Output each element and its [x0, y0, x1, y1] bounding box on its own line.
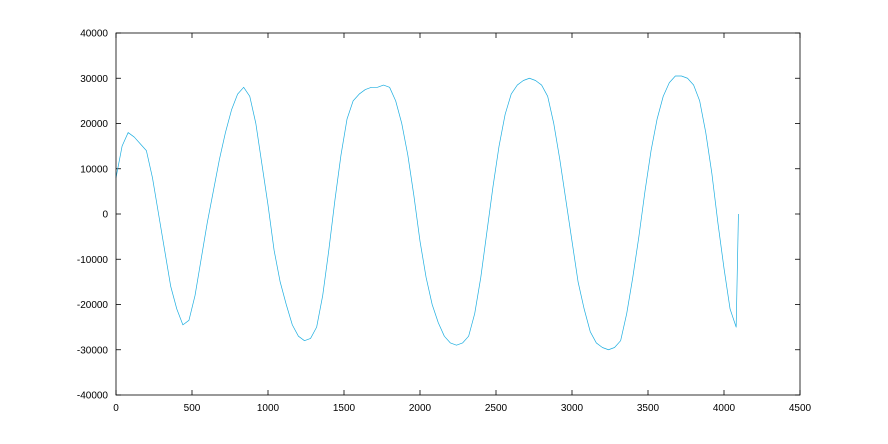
x-tick-label: 2500 [485, 403, 508, 414]
tick-labels: 0 500 1000 1500 2000 2500 3000 3500 4000 4500 -400… [77, 29, 812, 415]
plot-area-background [116, 33, 800, 395]
x-tick-label: 1500 [333, 403, 356, 414]
x-tick-label: 4500 [789, 403, 812, 414]
y-tick-label: -10000 [77, 255, 109, 266]
x-tick-label: 500 [184, 403, 201, 414]
series-line-0 [115, 75, 739, 351]
x-tick-label: 0 [113, 403, 119, 414]
y-tick-label: -30000 [77, 345, 109, 356]
y-tick-label: -20000 [77, 300, 109, 311]
y-tick-label: 20000 [80, 119, 108, 130]
y-tick-label: 40000 [80, 29, 108, 40]
x-tick-label: 3500 [637, 403, 660, 414]
series-layer [115, 75, 739, 351]
x-tick-label: 2000 [409, 403, 432, 414]
y-tick-label: -40000 [77, 391, 109, 402]
x-tick-label: 3000 [561, 403, 584, 414]
y-tick-label: 30000 [80, 74, 108, 85]
x-tick-label: 1000 [257, 403, 280, 414]
y-tick-label: 0 [102, 210, 108, 221]
plot-frame [115, 32, 801, 396]
y-tick-label: 10000 [80, 164, 108, 175]
x-tick-label: 4000 [713, 403, 736, 414]
